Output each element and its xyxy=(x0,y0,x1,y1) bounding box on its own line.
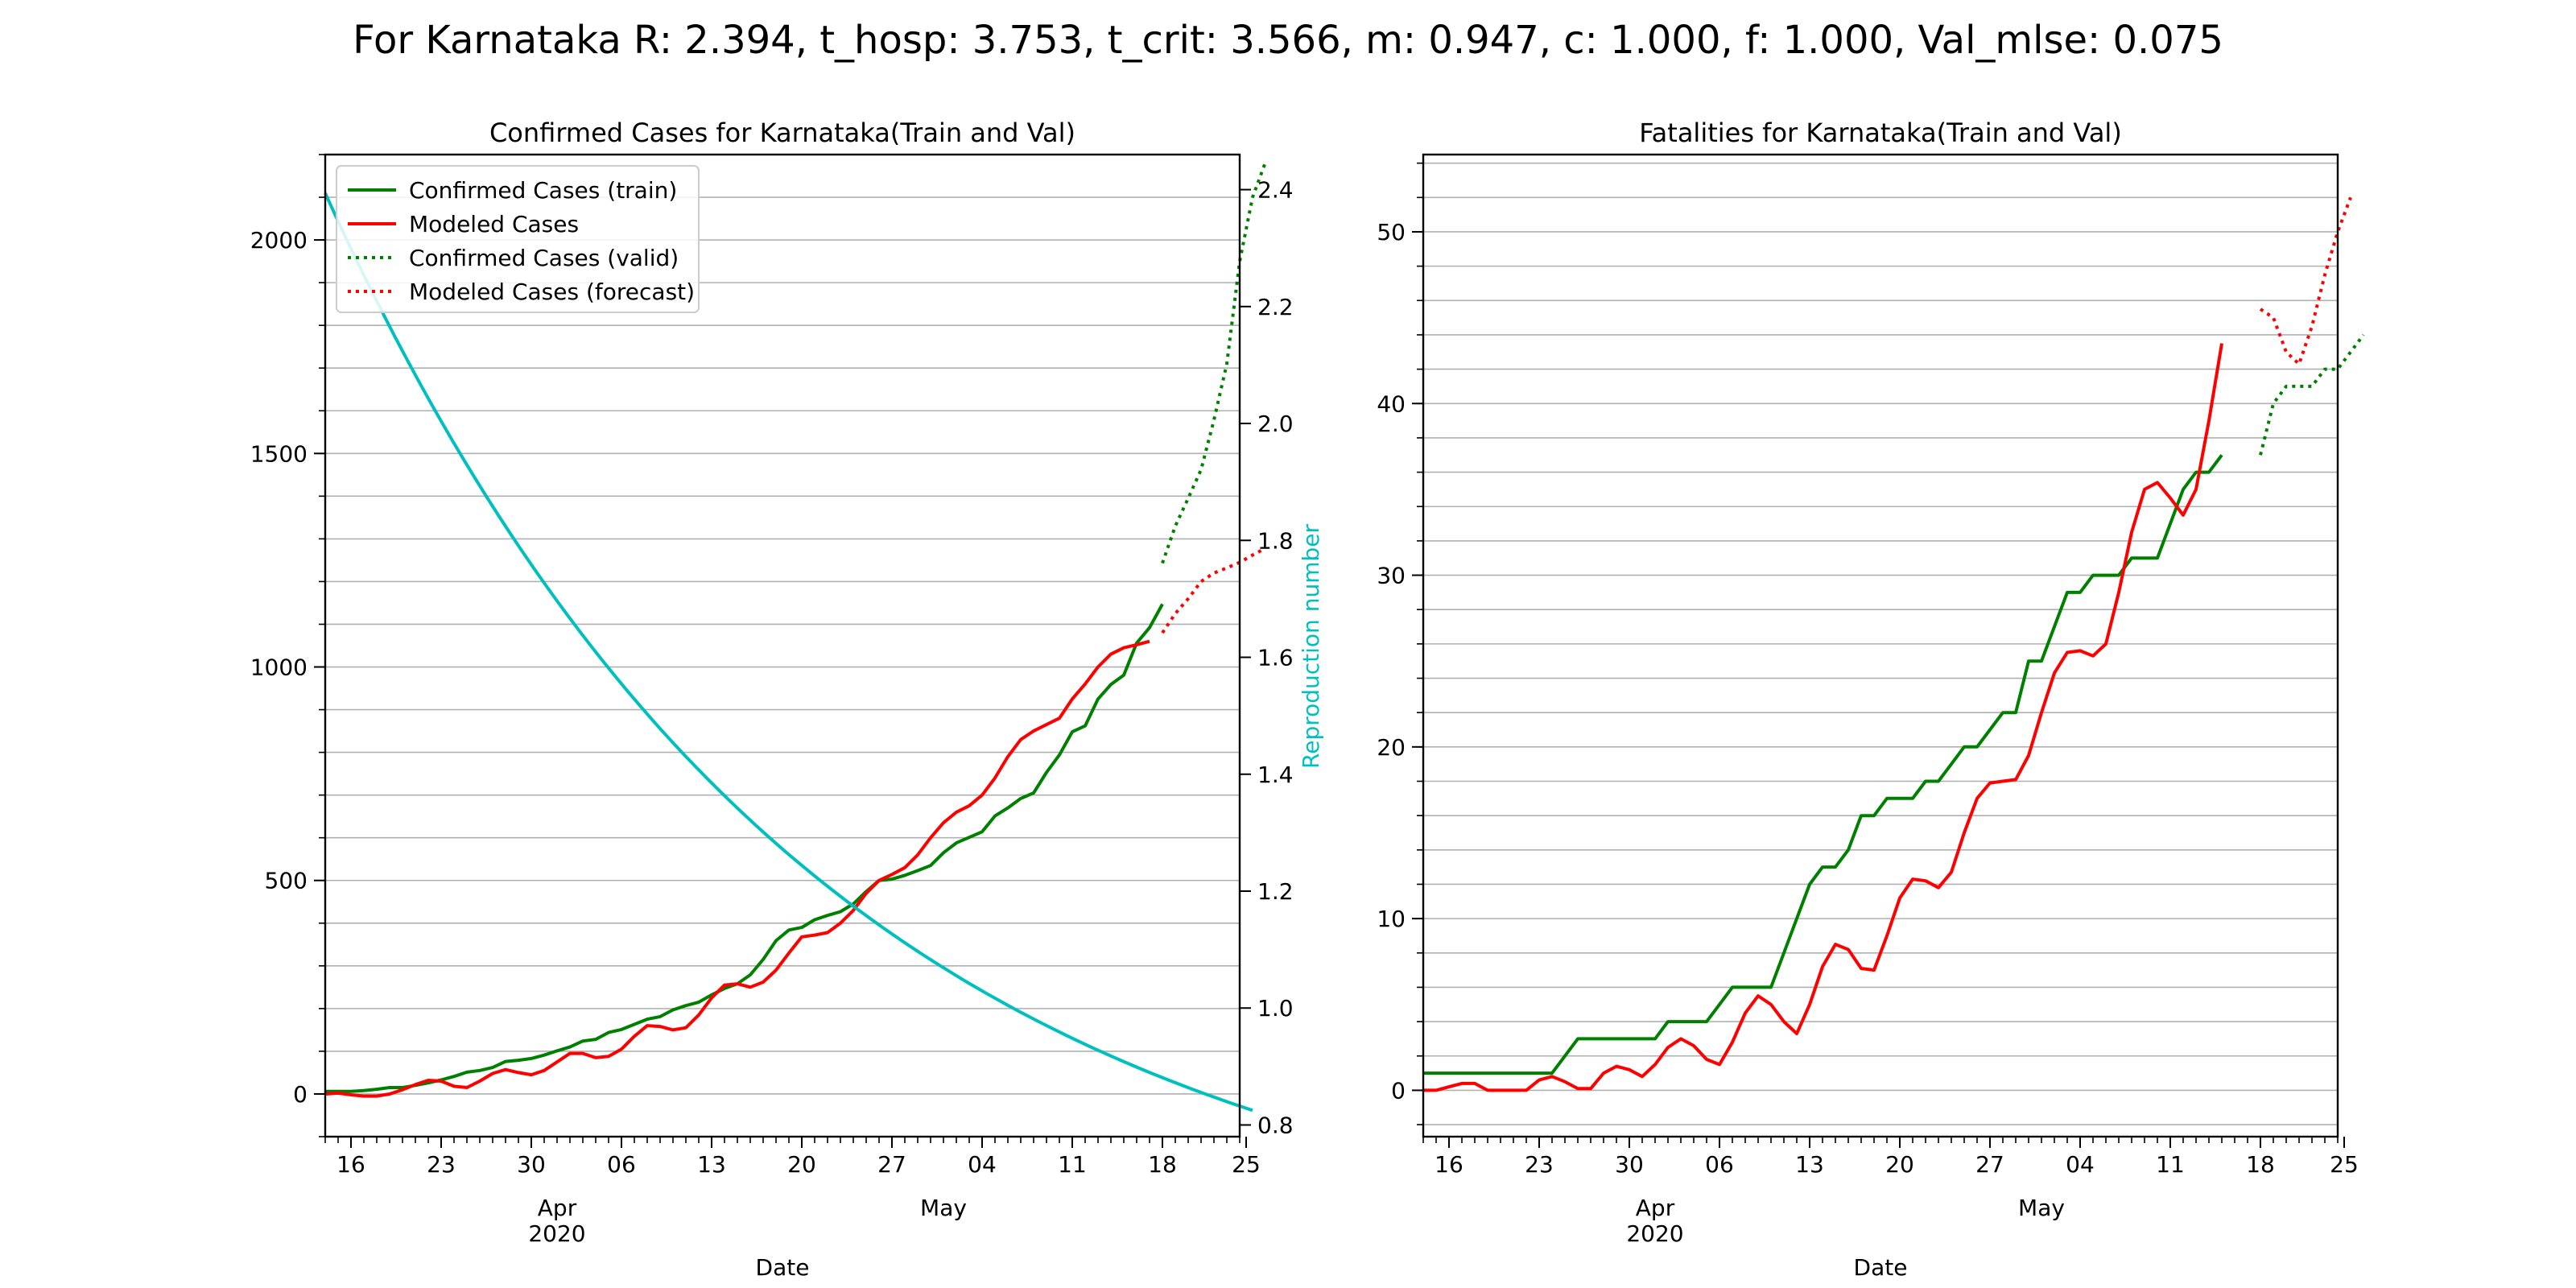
y-tick-label: 1000 xyxy=(250,654,308,681)
y-tick-label: 40 xyxy=(1377,390,1406,417)
x-tick-label: 18 xyxy=(1148,1151,1177,1178)
x-tick-label: 30 xyxy=(1615,1151,1644,1178)
y-tick-label: 500 xyxy=(265,868,308,894)
plot-frame xyxy=(324,153,1241,1138)
y2-tick-label: 2.4 xyxy=(1257,177,1294,204)
x-tick-label: 16 xyxy=(336,1151,365,1178)
x-tick-label: 23 xyxy=(1525,1151,1554,1178)
fatalities-chart: Fatalities for Karnataka(Train and Val) … xyxy=(1377,118,2365,1281)
y-tick-label: 10 xyxy=(1377,906,1406,932)
figure-suptitle: For Karnataka R: 2.394, t_hosp: 3.753, t… xyxy=(353,18,2223,63)
legend-box xyxy=(336,165,700,313)
y2-tick-label: 0.8 xyxy=(1257,1112,1294,1138)
y-tick-label: 2000 xyxy=(250,227,308,254)
y2-tick-label: 2.0 xyxy=(1257,411,1294,437)
y2-axis-label: Reproduction number xyxy=(1298,524,1324,769)
x-tick-label: 27 xyxy=(1975,1151,2004,1178)
x-major-label: 2020 xyxy=(528,1220,585,1247)
y-tick-label: 0 xyxy=(293,1081,308,1108)
x-axis-label: Date xyxy=(1854,1254,1908,1281)
series-line-1 xyxy=(1423,343,2223,1092)
x-tick-label: 06 xyxy=(1705,1151,1734,1178)
x-tick-label: 13 xyxy=(1795,1151,1824,1178)
x-tick-label: 23 xyxy=(427,1151,456,1178)
y-tick-label: 50 xyxy=(1377,219,1406,246)
series-line-0 xyxy=(325,603,1164,1093)
x-tick-label: 27 xyxy=(877,1151,906,1178)
x-tick-label: 30 xyxy=(517,1151,546,1178)
x-major-label: May xyxy=(920,1195,967,1221)
y-tick-label: 30 xyxy=(1377,563,1406,589)
legend: Confirmed Cases (train) Modeled Cases Conf… xyxy=(336,165,700,313)
y-tick-label: 1500 xyxy=(250,440,308,467)
x-major-label: May xyxy=(2018,1195,2065,1221)
x-major-label: Apr xyxy=(538,1195,577,1221)
chart-title: Confirmed Cases for Karnataka(Train and … xyxy=(489,118,1075,148)
y2-tick-label: 1.0 xyxy=(1257,995,1294,1022)
x-tick-label: 20 xyxy=(1885,1151,1914,1178)
series-line-2 xyxy=(2259,333,2365,456)
x-tick-label: 06 xyxy=(607,1151,636,1178)
y2-tick-label: 2.2 xyxy=(1257,294,1294,320)
x-major-label: 2020 xyxy=(1626,1220,1683,1247)
series-line-0 xyxy=(1423,454,2223,1075)
chart-title: Fatalities for Karnataka(Train and Val) xyxy=(1639,118,2122,148)
legend-label: Confirmed Cases (train) xyxy=(409,177,677,204)
y2-tick-label: 1.6 xyxy=(1257,645,1294,671)
x-tick-label: 20 xyxy=(787,1151,816,1178)
y2-tick-label: 1.4 xyxy=(1257,762,1294,788)
series-line-2 xyxy=(1161,161,1267,564)
x-tick-label: 13 xyxy=(697,1151,726,1178)
legend-label: Modeled Cases (forecast) xyxy=(409,279,695,305)
y-tick-label: 20 xyxy=(1377,734,1406,761)
reproduction-number-line xyxy=(324,192,1253,1113)
x-tick-label: 25 xyxy=(2330,1151,2359,1178)
x-tick-label: 11 xyxy=(1058,1151,1087,1178)
legend-label: Modeled Cases xyxy=(409,211,579,237)
y-tick-label: 0 xyxy=(1391,1077,1406,1104)
confirmed-cases-chart: Confirmed Cases for Karnataka(Train and … xyxy=(250,118,1324,1281)
x-tick-label: 16 xyxy=(1435,1151,1463,1178)
y2-tick-label: 1.8 xyxy=(1257,527,1294,554)
series-line-1 xyxy=(324,639,1150,1098)
plot-frame xyxy=(1422,153,2339,1138)
x-tick-label: 11 xyxy=(2156,1151,2185,1178)
x-major-label: Apr xyxy=(1636,1195,1675,1221)
x-axis-label: Date xyxy=(756,1254,810,1281)
x-tick-label: 04 xyxy=(968,1151,997,1178)
x-tick-label: 04 xyxy=(2066,1151,2095,1178)
series-line-3 xyxy=(2259,196,2352,366)
x-tick-label: 25 xyxy=(1232,1151,1261,1178)
legend-label: Confirmed Cases (valid) xyxy=(409,245,679,271)
x-tick-label: 18 xyxy=(2246,1151,2275,1178)
y2-tick-label: 1.2 xyxy=(1257,878,1294,905)
series-line-3 xyxy=(1161,547,1266,634)
